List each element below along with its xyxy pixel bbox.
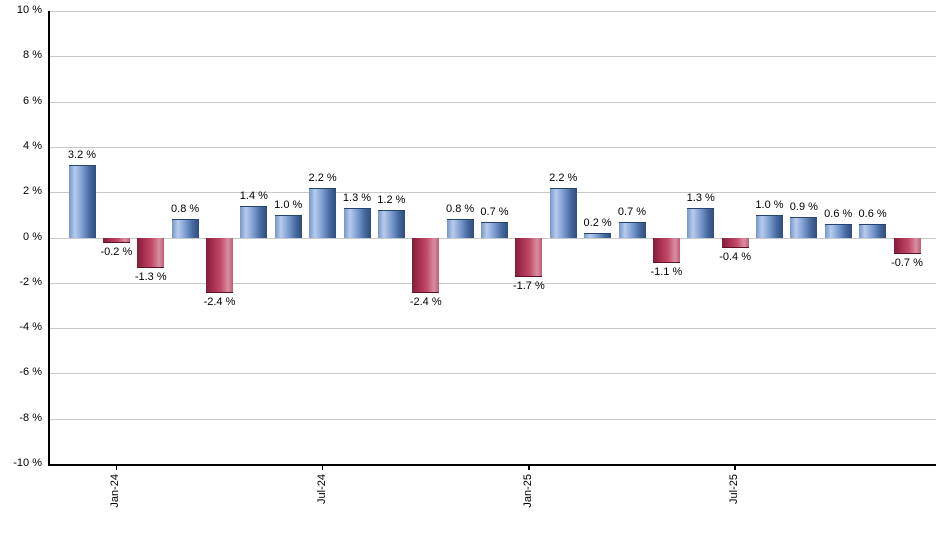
bar-sep-24	[377, 210, 405, 239]
bar-apr-24	[206, 237, 233, 293]
bar-oct-24	[412, 237, 440, 293]
gridline	[48, 328, 936, 330]
bar-value-label: 1.0 %	[755, 198, 784, 211]
x-axis-tick-label-text: Jul-25	[728, 474, 741, 504]
bar-dec-24	[481, 221, 508, 239]
y-axis-label: 2 %	[23, 185, 42, 198]
bar-value-label: 1.3 %	[342, 192, 372, 205]
y-axis-label: 10 %	[16, 4, 42, 16]
gridline	[48, 146, 936, 148]
bar-jun-25	[687, 208, 715, 239]
bar-value-label: 1.0 %	[274, 198, 303, 211]
y-axis-label: 6 %	[23, 94, 42, 107]
bar-dec-25	[893, 237, 921, 255]
bar-value-label: -1.3 %	[134, 270, 167, 283]
gridline	[48, 56, 936, 58]
bar-value-label: 3.2 %	[67, 149, 97, 162]
y-axis-label: 4 %	[23, 139, 42, 152]
bar-value-label: -1.1 %	[650, 266, 683, 279]
y-axis-label: 0 %	[23, 230, 42, 243]
gridline	[48, 418, 936, 420]
bar-feb-25	[549, 187, 577, 239]
bar-value-label: 0.9 %	[789, 201, 818, 214]
x-axis-tick	[115, 464, 118, 470]
y-axis-label: -6 %	[19, 366, 42, 379]
y-axis-label: -8 %	[19, 411, 42, 424]
bar-value-label: -0.2 %	[100, 246, 133, 259]
x-axis-tick	[321, 464, 324, 470]
bar-value-label: 2.2 %	[308, 171, 337, 184]
y-axis-label: -4 %	[19, 321, 42, 334]
bar-apr-25	[618, 221, 646, 239]
bar-may-24	[240, 205, 268, 239]
bar-value-label: 2.2 %	[549, 171, 578, 184]
bar-value-label: 0.6 %	[824, 207, 853, 220]
y-axis-label: 8 %	[23, 49, 42, 62]
bar-value-label: 1.3 %	[686, 192, 715, 205]
bar-feb-24	[137, 237, 165, 268]
bar-dec-23	[68, 165, 96, 239]
gridline	[48, 101, 936, 103]
bar-value-label: -0.4 %	[719, 250, 752, 263]
bar-mar-25	[584, 232, 612, 239]
x-axis-tick-label-text: Jan-25	[521, 474, 534, 508]
y-axis-label: -2 %	[19, 275, 42, 288]
y-axis-line	[48, 11, 50, 466]
bar-value-label: 0.2 %	[583, 216, 612, 229]
bar-value-label: 0.8 %	[171, 203, 200, 216]
bar-jan-24	[102, 237, 130, 244]
x-axis-line	[48, 464, 936, 466]
bar-jul-25	[721, 237, 749, 248]
bar-sep-25	[790, 217, 818, 239]
bar-jul-24	[309, 187, 337, 239]
bar-value-label: 0.7 %	[480, 205, 509, 218]
bar-value-label: 0.8 %	[446, 203, 475, 216]
gridline	[48, 373, 936, 375]
bar-value-label: -0.7 %	[891, 257, 923, 270]
bar-value-label: -1.7 %	[512, 280, 545, 292]
bar-may-25	[652, 237, 680, 264]
y-axis-label: -10 %	[13, 457, 42, 469]
gridline	[48, 11, 936, 12]
bar-mar-24	[171, 219, 199, 239]
bar-nov-24	[446, 219, 474, 239]
bar-value-label: -2.4 %	[203, 295, 236, 308]
x-axis-tick-label-text: Jul-24	[315, 474, 328, 504]
x-axis-tick	[734, 464, 736, 470]
bar-value-label: 1.2 %	[377, 194, 406, 207]
bar-value-label: 1.4 %	[239, 189, 268, 202]
bar-jun-24	[274, 214, 302, 239]
gridline	[48, 282, 936, 284]
x-axis-tick	[528, 464, 530, 470]
bar-nov-25	[859, 223, 887, 239]
gridline	[48, 192, 936, 194]
bar-value-label: 0.7 %	[617, 205, 647, 218]
bar-aug-24	[343, 208, 371, 239]
bar-jan-25	[515, 237, 543, 277]
bar-value-label: 0.6 %	[858, 207, 887, 220]
bar-oct-25	[824, 223, 852, 239]
x-axis-tick-label-text: Jan-24	[109, 474, 122, 508]
bar-value-label: -2.4 %	[409, 295, 442, 308]
bar-aug-25	[756, 214, 783, 239]
